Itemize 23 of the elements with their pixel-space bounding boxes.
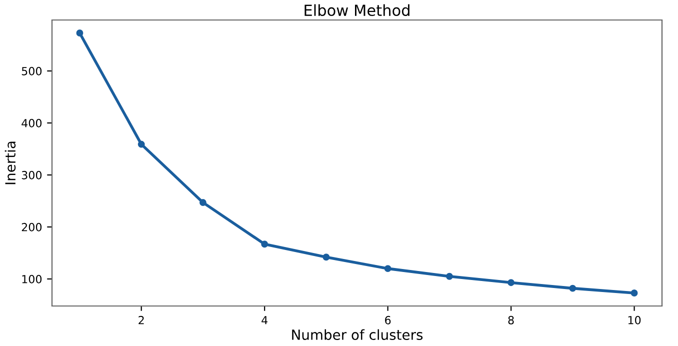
y-tick-label: 300: [22, 170, 42, 180]
y-tick-label: 500: [22, 66, 42, 76]
point: [446, 272, 453, 280]
x-tick-label: 10: [628, 316, 641, 324]
point: [569, 284, 576, 292]
y-tick-label: 100: [22, 274, 42, 284]
y-tick-label: 200: [22, 222, 42, 232]
point: [138, 140, 145, 148]
chart-title: Elbow Method: [304, 4, 410, 16]
x-tick-label: 6: [385, 316, 391, 324]
point: [384, 265, 392, 272]
point: [76, 30, 84, 36]
point: [199, 199, 206, 206]
x-tick-label: 4: [262, 316, 268, 324]
point: [508, 279, 515, 286]
point: [261, 240, 268, 248]
x-tick-label: 2: [138, 316, 144, 324]
x-axis-title: Number of clusters: [292, 329, 423, 340]
point: [630, 290, 638, 296]
point: [322, 254, 330, 261]
x-tick-label: 8: [508, 316, 514, 324]
y-axis-title: Inertia: [4, 142, 16, 184]
y-tick-label: 400: [22, 118, 42, 128]
